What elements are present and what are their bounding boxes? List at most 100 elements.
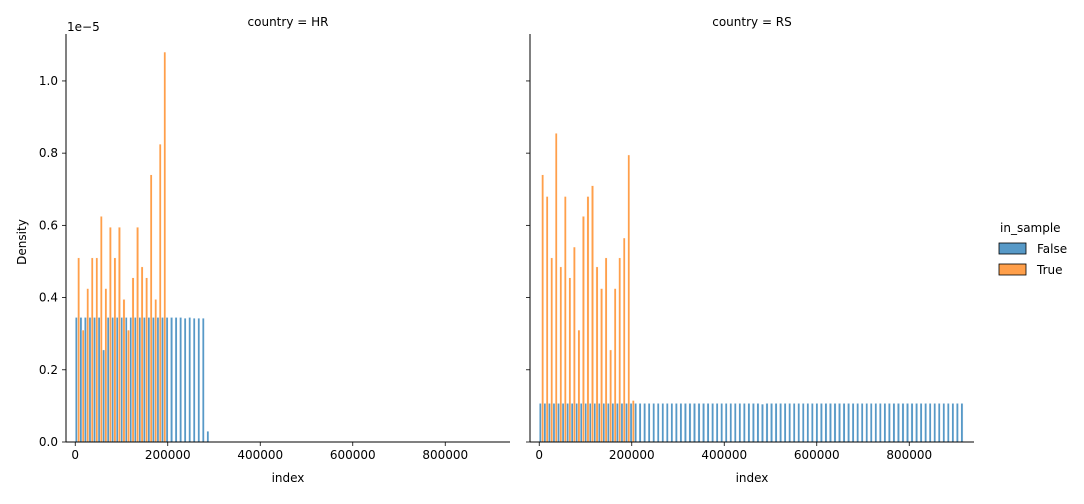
bar-rs-false-42	[729, 403, 733, 443]
x-axis-label-rs: index	[736, 471, 769, 485]
bar-rs-false-23	[643, 403, 646, 443]
bar-hr-false-3	[88, 317, 92, 443]
panel-title-rs: country = RS	[712, 15, 792, 29]
bar-hr-false-26	[192, 317, 196, 443]
y-tick-label-3: 0.6	[39, 218, 58, 232]
bar-rs-false-26	[656, 403, 660, 443]
bar-hr-false-0	[75, 317, 78, 443]
bar-hr-false-15	[143, 317, 146, 443]
bar-rs-false-36	[702, 403, 705, 443]
x-tick-label-rs-0: 0	[535, 448, 543, 462]
bar-rs-true-17	[618, 257, 622, 443]
bar-rs-false-73	[869, 403, 873, 443]
bar-rs-false-60	[811, 403, 814, 443]
x-axis-label-hr: index	[272, 471, 305, 485]
bar-rs-false-24	[647, 403, 651, 443]
bar-rs-true-20	[631, 400, 635, 443]
bar-hr-true-13	[136, 226, 139, 443]
bars-rs	[539, 133, 964, 443]
bar-rs-false-32	[684, 403, 687, 443]
x-tick-label-hr-1: 200000	[145, 448, 191, 462]
panel-rs: country = RS index 0 200000 400000 600000 80…	[526, 15, 974, 485]
bar-rs-false-10	[584, 403, 588, 443]
bar-rs-false-12	[593, 403, 597, 443]
bar-hr-true-2	[86, 288, 90, 443]
bar-hr-true-3	[90, 257, 94, 443]
bar-hr-false-19	[161, 317, 164, 443]
legend-swatch-true	[998, 263, 1027, 276]
bar-hr-true-8	[113, 257, 117, 443]
x-tick-label-rs-2: 400000	[701, 448, 747, 462]
bar-rs-false-44	[738, 403, 742, 443]
bar-rs-true-7	[573, 246, 576, 443]
bar-hr-true-17	[154, 299, 158, 443]
bar-hr-true-10	[122, 299, 126, 443]
bar-rs-false-40	[720, 403, 724, 443]
bar-rs-false-29	[670, 403, 674, 443]
bar-rs-false-45	[743, 403, 746, 443]
y-axis-label: Density	[15, 219, 29, 265]
bar-rs-false-59	[806, 403, 810, 443]
bar-rs-false-5	[561, 403, 565, 443]
bar-rs-true-12	[595, 266, 599, 443]
bar-rs-false-14	[602, 403, 606, 443]
bar-rs-false-67	[842, 403, 846, 443]
bar-rs-false-9	[579, 403, 583, 443]
bar-rs-false-86	[928, 403, 932, 443]
x-tick-label-hr-2: 400000	[237, 448, 283, 462]
bar-rs-false-57	[797, 403, 801, 443]
bar-hr-false-23	[179, 317, 182, 443]
bar-rs-false-54	[783, 403, 787, 443]
bar-rs-false-71	[860, 403, 864, 443]
bar-hr-false-9	[115, 317, 119, 443]
bar-rs-false-46	[747, 403, 751, 443]
bars-hr	[75, 51, 210, 443]
bar-hr-true-0	[77, 257, 80, 443]
x-tick-label-rs-4: 800000	[886, 448, 932, 462]
bar-hr-true-14	[140, 266, 144, 443]
bar-rs-false-69	[851, 403, 855, 443]
bar-rs-true-13	[600, 288, 603, 443]
bar-rs-false-37	[706, 403, 710, 443]
panel-title-hr: country = HR	[248, 15, 329, 29]
legend: in_sample False True	[998, 221, 1067, 277]
bar-hr-false-11	[124, 317, 128, 443]
bar-hr-true-18	[158, 143, 162, 443]
legend-title: in_sample	[1000, 221, 1061, 235]
x-tick-label-hr-0: 0	[71, 448, 79, 462]
bar-rs-false-75	[878, 403, 882, 443]
x-tick-label-rs-1: 200000	[609, 448, 655, 462]
bar-rs-false-78	[892, 403, 896, 443]
bar-rs-false-52	[774, 403, 778, 443]
bar-rs-false-77	[888, 403, 891, 443]
bar-rs-false-35	[697, 403, 701, 443]
bar-rs-false-56	[792, 403, 796, 443]
bar-hr-false-20	[165, 317, 169, 443]
bar-rs-false-22	[638, 403, 642, 443]
bar-rs-false-30	[675, 403, 678, 443]
bar-rs-false-88	[937, 403, 941, 443]
bar-rs-false-6	[566, 403, 569, 443]
bar-hr-false-12	[129, 317, 133, 443]
legend-label-false: False	[1037, 242, 1067, 256]
bar-rs-false-41	[724, 403, 728, 443]
bar-hr-false-22	[174, 317, 178, 443]
bar-hr-false-2	[84, 317, 87, 443]
bar-hr-true-5	[99, 216, 103, 443]
bar-hr-true-16	[149, 174, 153, 443]
bar-hr-false-6	[102, 349, 105, 443]
bar-hr-false-24	[183, 317, 187, 443]
bar-rs-false-33	[688, 403, 692, 443]
bar-rs-false-17	[616, 403, 619, 443]
bar-hr-false-25	[188, 317, 192, 443]
bar-rs-false-85	[924, 403, 927, 443]
bar-rs-false-53	[779, 403, 782, 443]
bar-rs-false-16	[611, 403, 615, 443]
bar-rs-false-81	[906, 403, 909, 443]
bar-rs-true-2	[550, 257, 554, 443]
bar-rs-false-72	[865, 403, 869, 443]
bar-rs-false-55	[788, 403, 792, 443]
legend-label-true: True	[1036, 263, 1063, 277]
bar-rs-false-49	[761, 403, 764, 443]
bar-rs-false-21	[634, 403, 637, 443]
